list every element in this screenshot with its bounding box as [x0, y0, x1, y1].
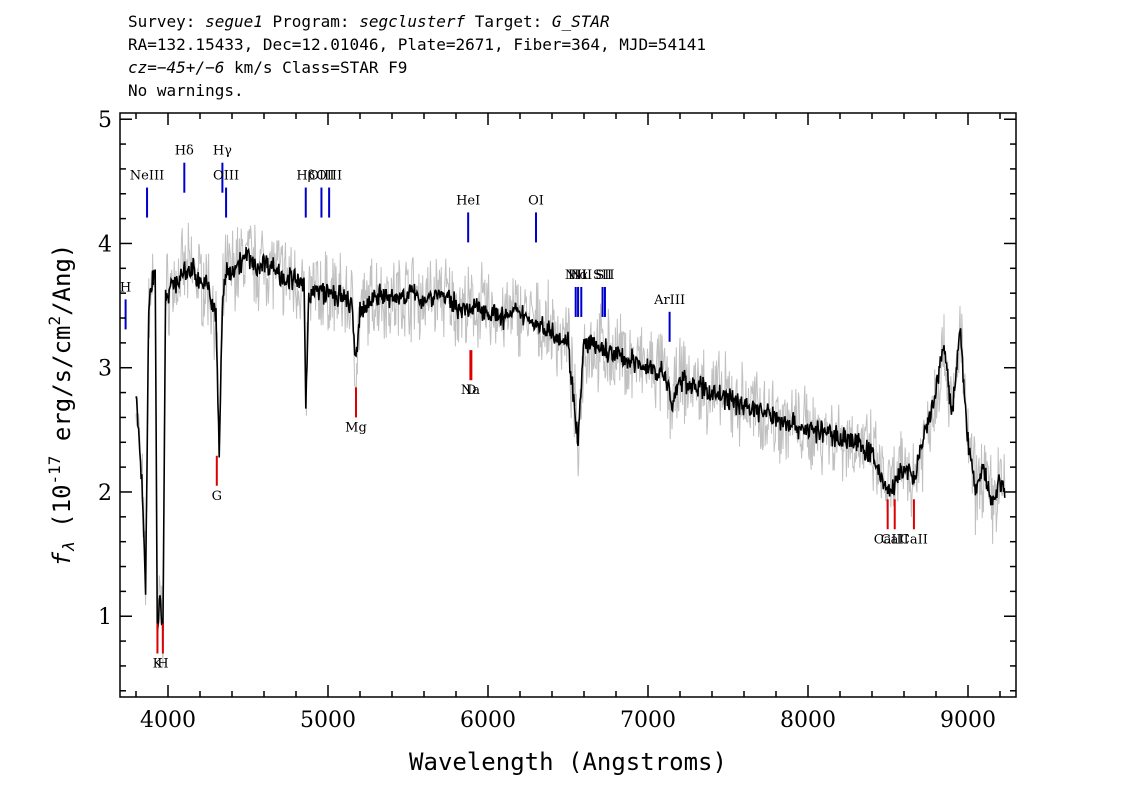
header-line-warnings: No warnings. [128, 81, 244, 100]
tick-layer: 4000 5000 6000 7000 8000 9000 1 2 3 4 5 [98, 108, 1016, 733]
line-label-19: Mg [345, 420, 367, 435]
line-label-4: Hβ [296, 169, 315, 184]
flux-line [135, 247, 1006, 633]
line-label-11: NII [570, 268, 592, 283]
y-tick-label-5: 5 [98, 108, 112, 133]
header-line-coords: RA=132.15433, Dec=12.01046, Plate=2671, … [128, 35, 706, 54]
x-tick-label-5000: 5000 [300, 708, 356, 733]
y-tick-label-3: 3 [98, 357, 112, 382]
line-label-6: OIII [316, 169, 342, 184]
line-label-14: ArIII [653, 293, 685, 308]
target-label: Target: [465, 12, 552, 31]
x-tick-label-8000: 8000 [780, 708, 836, 733]
program-value: segclusterf [359, 12, 466, 31]
error-band-layer [135, 222, 1006, 667]
line-label-17: H [157, 657, 168, 672]
line-label-18: G [212, 489, 222, 504]
error-band [135, 222, 1006, 667]
line-label-23: CaII [881, 532, 909, 547]
x-tick-label-6000: 6000 [460, 708, 516, 733]
header-line-redshift: cz=−45+/−6 km/s Class=STAR F9 [128, 56, 706, 79]
line-label-3: OIII [213, 169, 239, 184]
line-label-2: Hγ [213, 144, 232, 159]
line-label-7: HeI [456, 193, 480, 208]
line-label-20: Na [461, 383, 480, 398]
line-label-1: Hδ [175, 144, 194, 159]
y-label-sq: 2 [45, 316, 64, 326]
x-tick-label-9000: 9000 [940, 708, 996, 733]
survey-label: Survey: [128, 12, 206, 31]
line-label-0: NeIII [130, 169, 164, 184]
line-label-12: SII [593, 268, 612, 283]
plot-frame [119, 112, 1017, 698]
line-label-24: CaII [900, 532, 928, 547]
line-label-13: SII [595, 268, 614, 283]
y-label-tail: /Ang) [48, 244, 76, 316]
cz-label: cz= [128, 58, 157, 77]
y-tick-label-2: 2 [98, 481, 112, 506]
y-label-lambda: λ [59, 542, 78, 552]
target-value: G_STAR [551, 12, 610, 31]
line-label-16: K [153, 657, 163, 672]
program-label: Program: [262, 12, 360, 31]
line-label-8: OI [528, 193, 544, 208]
flux-layer [135, 247, 1006, 633]
y-tick-label-4: 4 [98, 232, 112, 257]
y-tick-label-1: 1 [98, 605, 112, 630]
x-axis-title: Wavelength (Angstroms) [409, 748, 727, 776]
x-tick-label-4000: 4000 [140, 708, 196, 733]
y-label-base: (10 [48, 484, 76, 542]
y-label-exp: -17 [45, 456, 64, 485]
header-line-survey: Survey: segue1 Program: segclusterf Targ… [128, 10, 706, 33]
line-label-21: D [466, 383, 476, 398]
line-label-10: Hα [568, 268, 588, 283]
line-label-22: CaII [874, 532, 902, 547]
survey-value: segue1 [205, 12, 263, 31]
class-text: km/s Class=STAR F9 [224, 58, 408, 77]
line-label-5: OIII [308, 169, 334, 184]
y-label-units: erg/s/cm [48, 326, 76, 456]
spectrum-header: Survey: segue1 Program: segclusterf Targ… [128, 10, 706, 102]
x-tick-label-7000: 7000 [620, 708, 676, 733]
line-label-15: H [120, 280, 131, 295]
y-axis-title: fλ (10-17 erg/s/cm2/Ang) [45, 244, 78, 567]
line-label-9: NII [565, 268, 587, 283]
y-label-f: f [48, 551, 76, 566]
cz-value: −45+/−6 [156, 58, 225, 77]
